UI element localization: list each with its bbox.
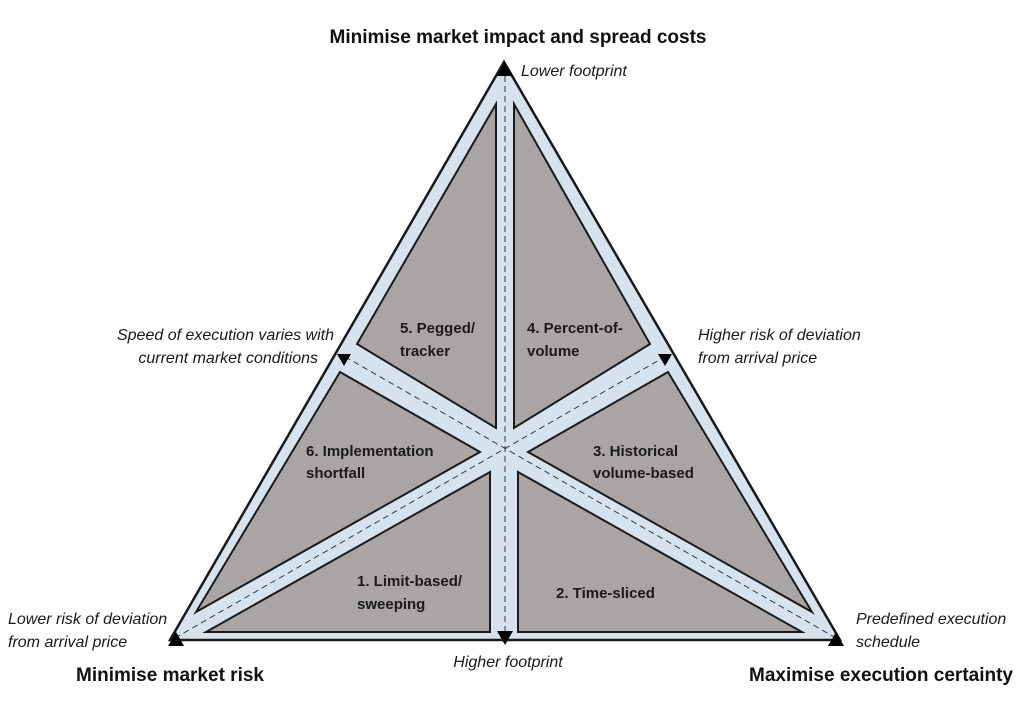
region-pegged-tracker [355, 100, 497, 430]
segment-label-implementation-shortfall-line-1: 6. Implementation [306, 443, 434, 460]
right-edge-note-line-1: Higher risk of deviation [698, 327, 861, 344]
bottom-edge-note: Higher footprint [453, 654, 563, 671]
segment-label-limit-based-line-2: sweeping [357, 596, 425, 613]
segment-label-pegged-tracker-line-2: tracker [400, 343, 450, 360]
segment-label-limit-based-line-1: 1. Limit-based/ [357, 573, 463, 590]
bottom-right-note-line-2: schedule [856, 634, 920, 651]
arrow-left-mid-icon [337, 354, 351, 366]
arrow-bottom-right-icon [828, 632, 844, 646]
bottom-left-note-line-2: from arrival price [8, 634, 127, 651]
region-percent-of-volume [513, 100, 652, 430]
region-historical-volume [525, 370, 815, 615]
segment-label-historical-volume-line-2: volume-based [593, 465, 694, 482]
left-edge-note-line-2: current market conditions [138, 350, 318, 367]
segment-label-historical-volume-line-1: 3. Historical [593, 443, 678, 460]
top-corner-note: Lower footprint [521, 63, 627, 80]
segment-label-pegged-tracker-line-1: 5. Pegged/ [400, 320, 476, 337]
bottom-left-corner-title: Minimise market risk [76, 665, 264, 686]
diagonal-axis-line-left [174, 354, 669, 639]
arrow-bottom-left-icon [168, 632, 184, 646]
region-limit-based [202, 470, 491, 633]
diagonal-axis-line-right [341, 354, 837, 639]
segment-label-implementation-shortfall-line-2: shortfall [306, 465, 365, 482]
arrow-top-icon [497, 62, 513, 76]
bottom-left-note-line-1: Lower risk of deviation [8, 611, 167, 628]
region-implementation-shortfall [193, 370, 483, 615]
region-time-sliced [517, 470, 806, 633]
segment-label-percent-of-volume-line-1: 4. Percent-of- [527, 320, 623, 337]
segment-label-time-sliced: 2. Time-sliced [556, 585, 655, 602]
bottom-right-note-line-1: Predefined execution [856, 611, 1006, 628]
segment-label-percent-of-volume-line-2: volume [527, 343, 580, 360]
arrow-bottom-icon [497, 631, 513, 645]
right-edge-note-line-2: from arrival price [698, 350, 817, 367]
arrow-right-mid-icon [658, 354, 672, 366]
bottom-right-corner-title: Maximise execution certainty [749, 665, 1013, 686]
top-corner-title: Minimise market impact and spread costs [330, 27, 707, 48]
left-edge-note-line-1: Speed of execution varies with [117, 327, 334, 344]
